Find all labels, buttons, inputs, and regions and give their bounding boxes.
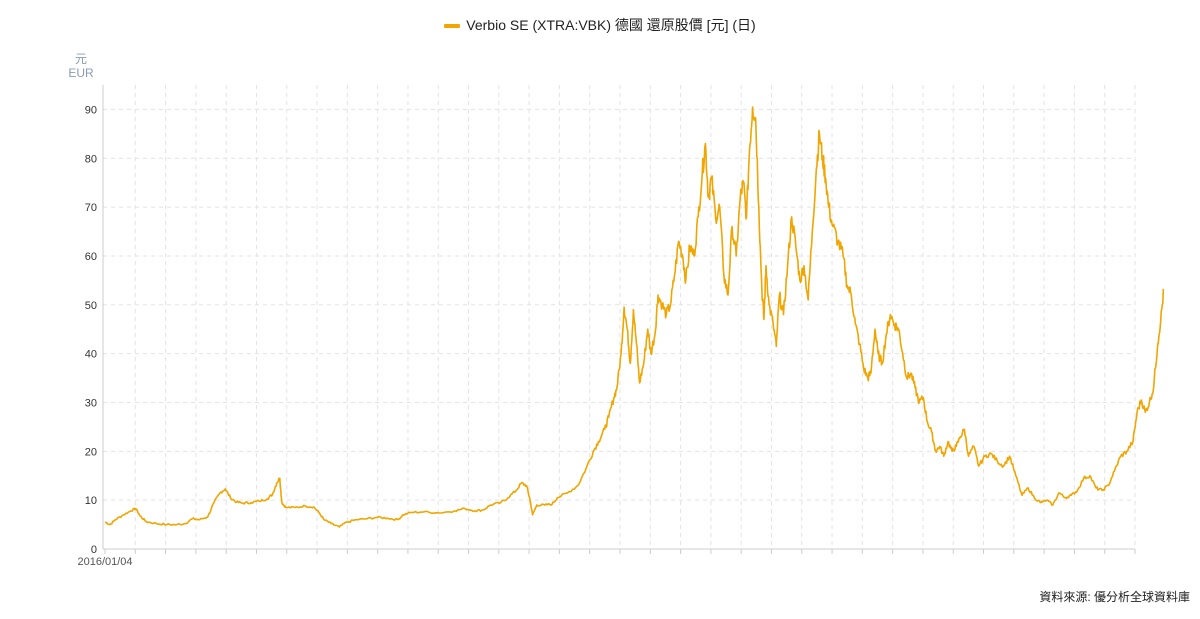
y-tick-label: 0 (91, 544, 97, 556)
y-axis-label: 元 (74, 52, 87, 66)
chart-legend[interactable]: Verbio SE (XTRA:VBK) 德國 還原股價 [元] (日) (0, 15, 1200, 35)
y-tick-label: 20 (85, 446, 97, 458)
data-source-note: 資料來源: 優分析全球資料庫 (1039, 590, 1190, 604)
x-tick-label: 2016/01/04 (77, 556, 132, 568)
y-tick-label: 80 (85, 153, 97, 165)
y-tick-label: 90 (85, 104, 97, 116)
y-tick-label: 50 (85, 300, 97, 312)
legend-swatch (444, 24, 461, 29)
legend-label: Verbio SE (XTRA:VBK) 德國 還原股價 [元] (日) (466, 17, 756, 33)
y-axis-unit: 元 EUR (60, 52, 102, 80)
y-tick-label: 10 (85, 495, 97, 507)
y-axis-currency: EUR (68, 66, 94, 80)
y-tick-label: 40 (85, 349, 97, 361)
y-tick-label: 60 (85, 251, 97, 263)
y-tick-label: 70 (85, 202, 97, 214)
y-tick-label: 30 (85, 397, 97, 409)
price-series-line (104, 106, 1165, 528)
